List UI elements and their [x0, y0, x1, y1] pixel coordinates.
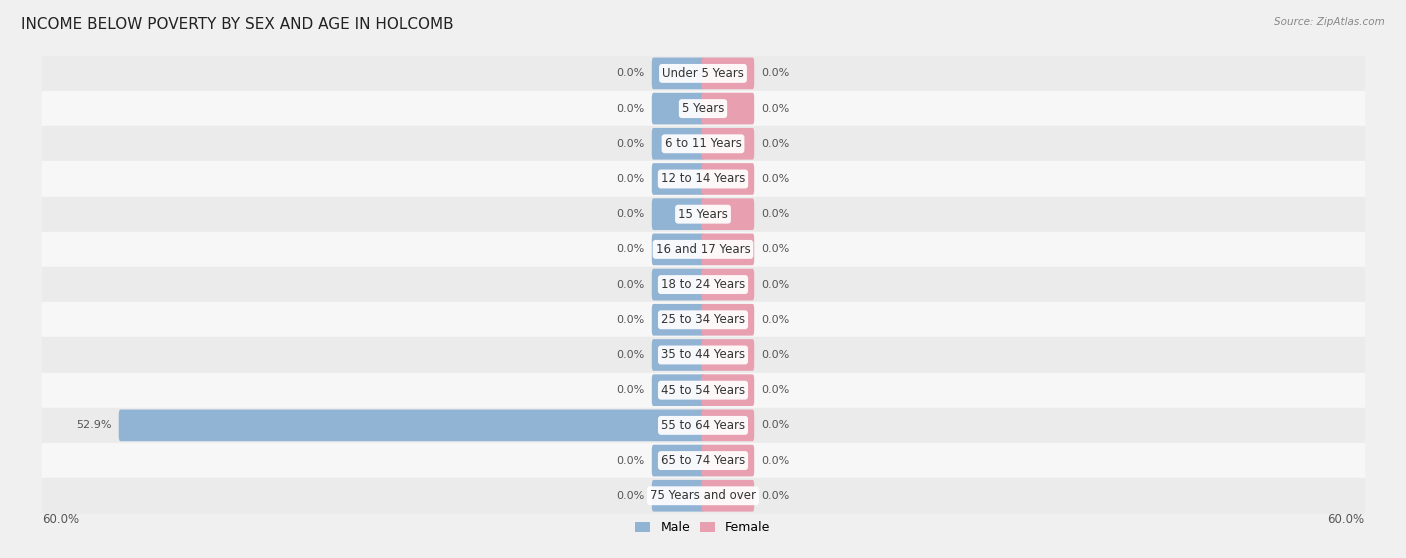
- Text: 75 Years and over: 75 Years and over: [650, 489, 756, 502]
- FancyBboxPatch shape: [652, 269, 704, 300]
- Bar: [42, 408, 1364, 443]
- Text: 0.0%: 0.0%: [762, 244, 790, 254]
- FancyBboxPatch shape: [652, 304, 704, 335]
- Text: 0.0%: 0.0%: [616, 104, 644, 114]
- Legend: Male, Female: Male, Female: [630, 516, 776, 539]
- Bar: [42, 126, 1364, 161]
- Bar: [42, 91, 1364, 126]
- FancyBboxPatch shape: [702, 269, 754, 300]
- Text: 65 to 74 Years: 65 to 74 Years: [661, 454, 745, 467]
- Text: 0.0%: 0.0%: [616, 280, 644, 290]
- FancyBboxPatch shape: [652, 57, 704, 89]
- FancyBboxPatch shape: [118, 410, 704, 441]
- Text: 60.0%: 60.0%: [1327, 513, 1364, 526]
- FancyBboxPatch shape: [702, 339, 754, 371]
- Text: 0.0%: 0.0%: [616, 315, 644, 325]
- Bar: [42, 478, 1364, 513]
- Text: 18 to 24 Years: 18 to 24 Years: [661, 278, 745, 291]
- Text: 0.0%: 0.0%: [762, 280, 790, 290]
- Text: 0.0%: 0.0%: [616, 174, 644, 184]
- Text: 0.0%: 0.0%: [616, 69, 644, 78]
- Text: 0.0%: 0.0%: [616, 350, 644, 360]
- Bar: [42, 338, 1364, 373]
- FancyBboxPatch shape: [702, 304, 754, 335]
- Text: INCOME BELOW POVERTY BY SEX AND AGE IN HOLCOMB: INCOME BELOW POVERTY BY SEX AND AGE IN H…: [21, 17, 454, 32]
- Text: 25 to 34 Years: 25 to 34 Years: [661, 313, 745, 326]
- FancyBboxPatch shape: [702, 445, 754, 477]
- Text: 0.0%: 0.0%: [762, 350, 790, 360]
- Text: 0.0%: 0.0%: [616, 491, 644, 501]
- FancyBboxPatch shape: [702, 234, 754, 265]
- Text: 55 to 64 Years: 55 to 64 Years: [661, 419, 745, 432]
- Text: 60.0%: 60.0%: [42, 513, 79, 526]
- Text: 0.0%: 0.0%: [616, 244, 644, 254]
- Text: 0.0%: 0.0%: [762, 455, 790, 465]
- FancyBboxPatch shape: [652, 339, 704, 371]
- Text: 0.0%: 0.0%: [762, 420, 790, 430]
- Text: 35 to 44 Years: 35 to 44 Years: [661, 349, 745, 362]
- FancyBboxPatch shape: [652, 234, 704, 265]
- FancyBboxPatch shape: [652, 93, 704, 124]
- Text: 0.0%: 0.0%: [616, 455, 644, 465]
- Text: 0.0%: 0.0%: [616, 209, 644, 219]
- FancyBboxPatch shape: [652, 480, 704, 512]
- FancyBboxPatch shape: [652, 198, 704, 230]
- Text: 0.0%: 0.0%: [762, 209, 790, 219]
- FancyBboxPatch shape: [652, 445, 704, 477]
- Text: 0.0%: 0.0%: [616, 385, 644, 395]
- FancyBboxPatch shape: [652, 163, 704, 195]
- FancyBboxPatch shape: [702, 93, 754, 124]
- Text: 52.9%: 52.9%: [76, 420, 111, 430]
- Text: Source: ZipAtlas.com: Source: ZipAtlas.com: [1274, 17, 1385, 27]
- FancyBboxPatch shape: [702, 128, 754, 160]
- Bar: [42, 267, 1364, 302]
- FancyBboxPatch shape: [652, 128, 704, 160]
- Text: 0.0%: 0.0%: [762, 139, 790, 149]
- Text: 6 to 11 Years: 6 to 11 Years: [665, 137, 741, 150]
- Text: 0.0%: 0.0%: [762, 491, 790, 501]
- Text: Under 5 Years: Under 5 Years: [662, 67, 744, 80]
- Text: 5 Years: 5 Years: [682, 102, 724, 115]
- Bar: [42, 161, 1364, 196]
- FancyBboxPatch shape: [702, 57, 754, 89]
- Text: 0.0%: 0.0%: [616, 139, 644, 149]
- Text: 12 to 14 Years: 12 to 14 Years: [661, 172, 745, 185]
- FancyBboxPatch shape: [702, 480, 754, 512]
- Bar: [42, 196, 1364, 232]
- Bar: [42, 302, 1364, 338]
- FancyBboxPatch shape: [652, 374, 704, 406]
- FancyBboxPatch shape: [702, 163, 754, 195]
- Bar: [42, 373, 1364, 408]
- Text: 16 and 17 Years: 16 and 17 Years: [655, 243, 751, 256]
- FancyBboxPatch shape: [702, 410, 754, 441]
- Bar: [42, 443, 1364, 478]
- FancyBboxPatch shape: [702, 198, 754, 230]
- Text: 0.0%: 0.0%: [762, 315, 790, 325]
- Text: 15 Years: 15 Years: [678, 208, 728, 220]
- Bar: [42, 56, 1364, 91]
- FancyBboxPatch shape: [702, 374, 754, 406]
- Text: 0.0%: 0.0%: [762, 385, 790, 395]
- Bar: [42, 232, 1364, 267]
- Text: 0.0%: 0.0%: [762, 104, 790, 114]
- Text: 45 to 54 Years: 45 to 54 Years: [661, 384, 745, 397]
- Text: 0.0%: 0.0%: [762, 69, 790, 78]
- Text: 0.0%: 0.0%: [762, 174, 790, 184]
